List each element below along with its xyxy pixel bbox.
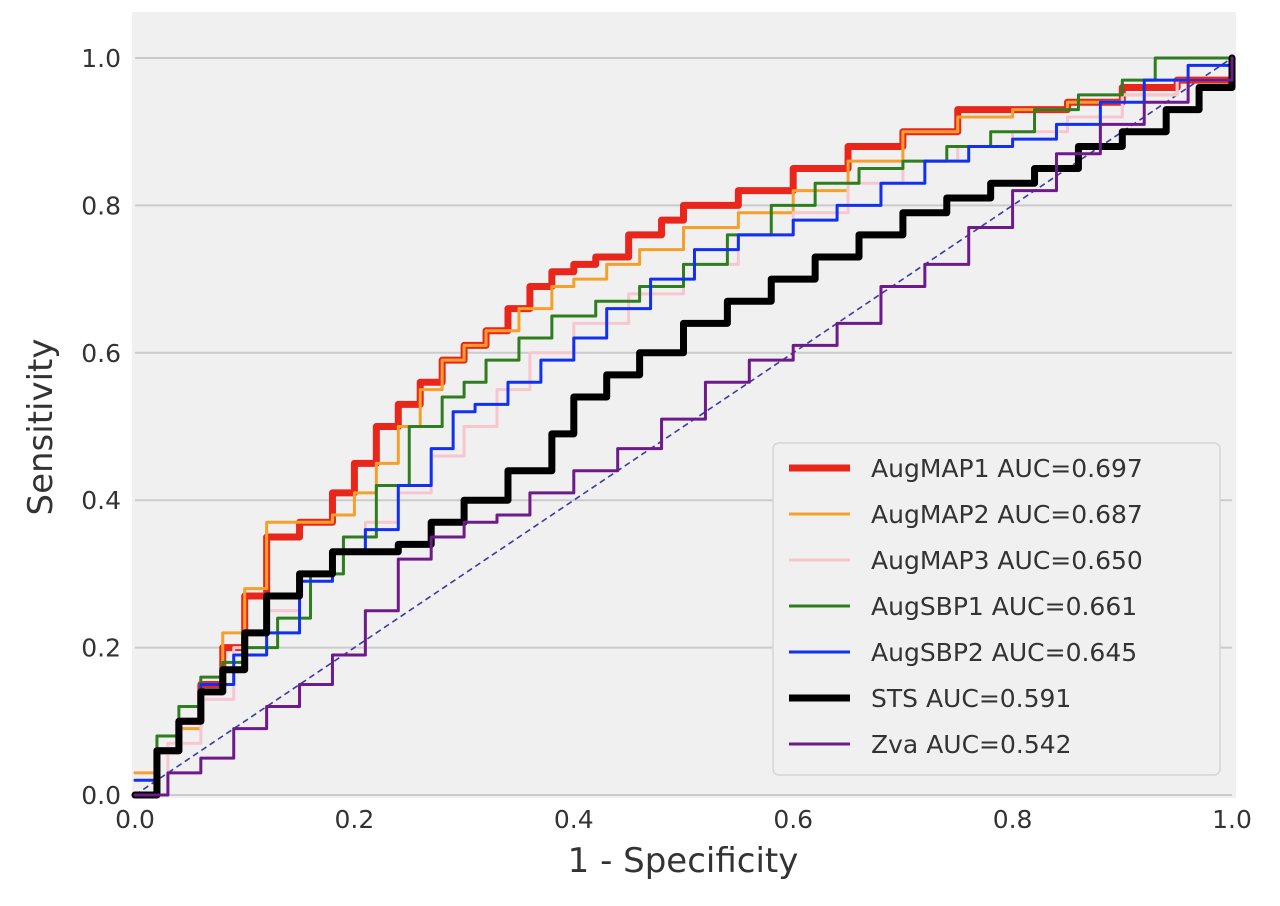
series-line-7	[133, 56, 1234, 797]
y-axis-label: Sensitivity	[21, 338, 61, 515]
diagonal-reference	[134, 57, 1233, 796]
legend: AugMAP1 AUC=0.697 AugMAP2 AUC=0.687 AugMAP…	[772, 442, 1221, 776]
legend-label-1: AugMAP1 AUC=0.697	[871, 454, 1143, 483]
y-tick-label-2: 0.4	[81, 486, 121, 515]
x-tick-label-4: 0.8	[993, 805, 1033, 834]
x-tick-label-3: 0.6	[773, 805, 813, 834]
x-tick-label-1: 0.2	[335, 805, 375, 834]
legend-label-2: AugMAP2 AUC=0.687	[871, 500, 1143, 529]
y-tick-label-3: 0.6	[81, 339, 121, 368]
legend-label-3: AugMAP3 AUC=0.650	[871, 546, 1143, 575]
series-line-2	[133, 56, 1234, 775]
y-tick-label-0: 0.0	[81, 781, 121, 810]
x-axis-label: 1 - Specificity	[568, 841, 799, 881]
x-tick-label-0: 0.0	[115, 805, 155, 834]
y-tick-label-5: 1.0	[81, 44, 121, 73]
y-tick-label-1: 0.2	[81, 634, 121, 663]
x-tick-label-2: 0.4	[554, 805, 594, 834]
x-tick-labels: 0.0 0.2 0.4 0.6 0.8 1.0	[115, 805, 1252, 834]
y-tick-label-4: 0.8	[81, 191, 121, 220]
legend-label-6: STS AUC=0.591	[871, 684, 1071, 713]
series-lines	[131, 54, 1236, 799]
legend-box	[772, 442, 1221, 776]
legend-label-4: AugSBP1 AUC=0.661	[871, 592, 1137, 621]
x-tick-label-5: 1.0	[1212, 805, 1252, 834]
legend-label-7: Zva AUC=0.542	[871, 730, 1072, 759]
y-tick-labels: 0.0 0.2 0.4 0.6 0.8 1.0	[81, 44, 121, 810]
series-line-6	[131, 54, 1236, 799]
diagonal-line	[134, 57, 1233, 796]
legend-label-5: AugSBP2 AUC=0.645	[871, 638, 1137, 667]
